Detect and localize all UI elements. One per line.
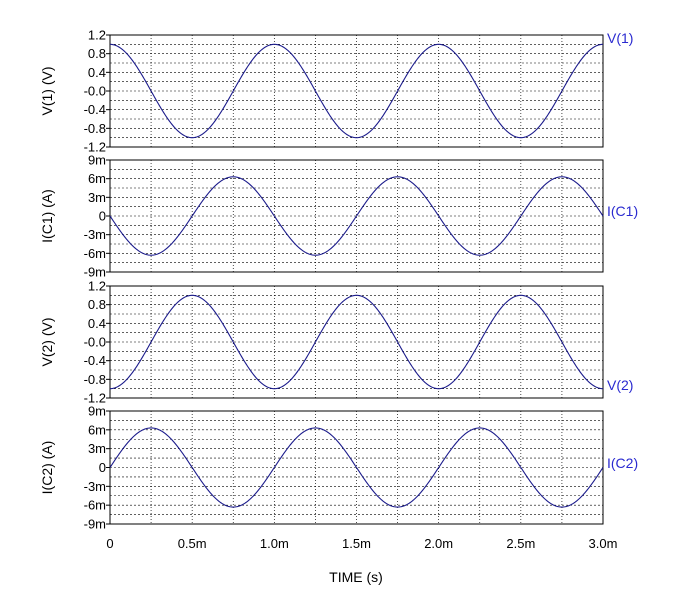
panel-3-ytick-label: 0.4 bbox=[88, 316, 106, 331]
x-tick-label: 3.0m bbox=[589, 536, 618, 551]
panel-2-ytick-label: -6m bbox=[84, 246, 106, 261]
panel-1-trace-label: V(1) bbox=[607, 30, 633, 46]
panel-4-ytick-label: 6m bbox=[88, 422, 106, 437]
panel-2-ytick-label: 0 bbox=[99, 209, 106, 224]
panel-4-ytick-label: 0 bbox=[99, 460, 106, 475]
panel-3-ytick-label: -0.4 bbox=[84, 353, 106, 368]
panel-1-ytick-label: -1.2 bbox=[84, 140, 106, 155]
panel-4-ytick-label: -3m bbox=[84, 479, 106, 494]
panel-1-ytick-label: -0.0 bbox=[84, 84, 106, 99]
panel-3-ytick-label: 1.2 bbox=[88, 279, 106, 294]
panel-1-ytick-label: -0.4 bbox=[84, 102, 106, 117]
panel-3-y-axis-label: V(2) (V) bbox=[39, 318, 55, 367]
panel-3-trace-v2 bbox=[109, 294, 604, 390]
panel-1-ytick-label: 0.8 bbox=[88, 46, 106, 61]
panel-2-ytick-label: -3m bbox=[84, 227, 106, 242]
panel-2-ytick-label: 3m bbox=[88, 190, 106, 205]
panel-3-ytick-label: -0.0 bbox=[84, 335, 106, 350]
panel-3-ytick-label: -1.2 bbox=[84, 391, 106, 406]
panel-4-ytick-label: -6m bbox=[84, 498, 106, 513]
x-tick-label: 0.5m bbox=[178, 536, 207, 551]
panel-3-trace-label: V(2) bbox=[607, 377, 633, 393]
panel-4-trace-ic2 bbox=[109, 427, 604, 508]
x-tick-label: 2.0m bbox=[424, 536, 453, 551]
panel-2-ytick-label: 9m bbox=[88, 153, 106, 168]
panel-4-ytick-label: -9m bbox=[84, 517, 106, 532]
panel-4-y-axis-label: I(C2) (A) bbox=[39, 441, 55, 495]
panel-2-y-axis-label: I(C1) (A) bbox=[39, 189, 55, 243]
x-tick-label: 1.5m bbox=[342, 536, 371, 551]
x-tick-label: 2.5m bbox=[506, 536, 535, 551]
panel-1-ytick-label: 1.2 bbox=[88, 28, 106, 43]
panel-1-ytick-label: 0.4 bbox=[88, 65, 106, 80]
panel-4-ytick-label: 9m bbox=[88, 404, 106, 419]
panel-4-ytick-label: 3m bbox=[88, 441, 106, 456]
panel-1-y-axis-label: V(1) (V) bbox=[39, 67, 55, 116]
panel-2-ytick-label: -9m bbox=[84, 265, 106, 280]
panel-2-trace-label: I(C1) bbox=[607, 203, 638, 219]
x-tick-label: 1.0m bbox=[260, 536, 289, 551]
x-tick-label: 0 bbox=[106, 536, 113, 551]
panel-3-ytick-label: 0.8 bbox=[88, 297, 106, 312]
panel-2-trace-ic1 bbox=[109, 176, 604, 256]
x-axis-label: TIME (s) bbox=[329, 569, 383, 585]
panel-3-ytick-label: -0.8 bbox=[84, 372, 106, 387]
panel-1-trace-v1 bbox=[109, 43, 604, 139]
panel-1-ytick-label: -0.8 bbox=[84, 121, 106, 136]
panel-2-ytick-label: 6m bbox=[88, 171, 106, 186]
panel-4-trace-label: I(C2) bbox=[607, 455, 638, 471]
